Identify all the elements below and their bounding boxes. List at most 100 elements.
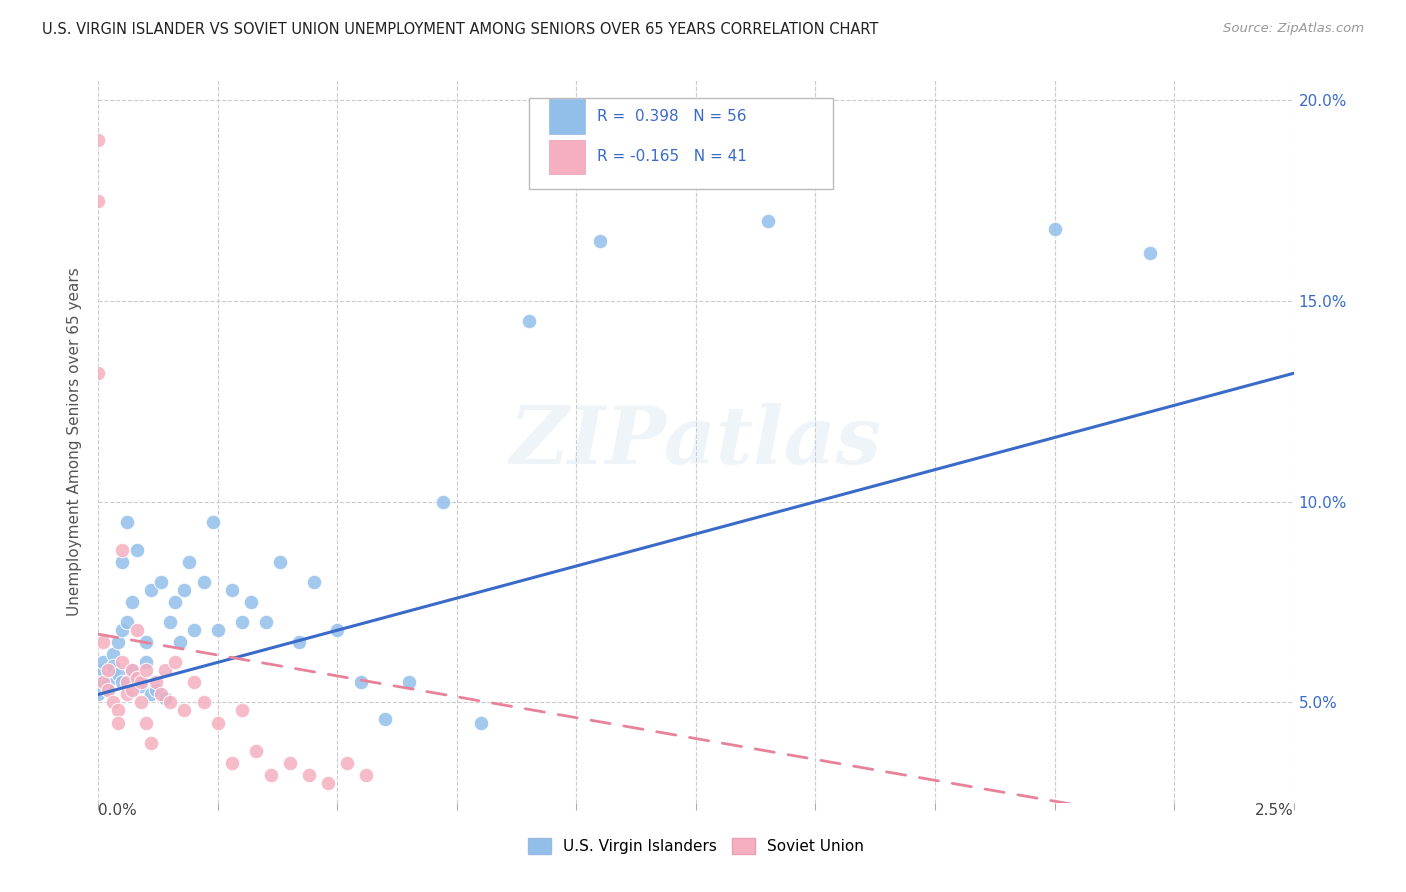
Point [240, 595, 263, 609]
Point [101, 659, 124, 673]
Point [159, 696, 181, 710]
Point [111, 675, 134, 690]
Point [163, 655, 186, 669]
Point [155, 691, 177, 706]
Point [316, 776, 339, 790]
Point [87, 675, 110, 690]
Point [125, 623, 148, 637]
Point [145, 675, 167, 690]
Point [231, 704, 253, 718]
Point [278, 756, 301, 770]
Point [121, 683, 143, 698]
Point [1043, 222, 1066, 236]
Point [149, 687, 172, 701]
Point [207, 715, 229, 730]
Point [135, 655, 157, 669]
Point [135, 664, 157, 678]
Point [374, 712, 396, 726]
Point [101, 696, 124, 710]
Point [135, 715, 157, 730]
Point [139, 687, 162, 701]
Point [221, 583, 243, 598]
Point [350, 675, 373, 690]
Point [107, 704, 129, 718]
Point [169, 635, 191, 649]
FancyBboxPatch shape [548, 99, 585, 134]
Point [107, 715, 129, 730]
Point [354, 767, 377, 781]
Point [159, 615, 181, 630]
Point [97, 675, 120, 690]
Point [87, 367, 110, 381]
Point [245, 744, 267, 758]
Point [326, 623, 349, 637]
Point [121, 595, 143, 609]
Point [115, 675, 138, 690]
Point [111, 542, 134, 557]
Point [125, 542, 148, 557]
Point [269, 555, 291, 569]
Point [155, 664, 177, 678]
Text: Source: ZipAtlas.com: Source: ZipAtlas.com [1223, 22, 1364, 36]
Point [87, 687, 110, 701]
Point [91, 664, 114, 678]
Point [517, 314, 540, 328]
Point [193, 575, 215, 590]
Point [183, 623, 205, 637]
Point [111, 623, 134, 637]
Point [125, 672, 148, 686]
Point [101, 648, 124, 662]
Point [183, 675, 205, 690]
FancyBboxPatch shape [548, 139, 585, 174]
Point [91, 655, 114, 669]
Point [432, 494, 454, 508]
Point [131, 680, 153, 694]
Point [87, 194, 110, 208]
Point [111, 655, 134, 669]
Point [139, 583, 162, 598]
Point [163, 595, 186, 609]
Point [756, 214, 779, 228]
Point [91, 675, 114, 690]
Legend: U.S. Virgin Islanders, Soviet Union: U.S. Virgin Islanders, Soviet Union [522, 832, 870, 860]
Point [87, 134, 110, 148]
Point [221, 756, 243, 770]
Point [115, 687, 138, 701]
Point [173, 583, 195, 598]
Point [173, 704, 195, 718]
Point [121, 683, 143, 698]
Text: 0.0%: 0.0% [98, 803, 138, 818]
Point [231, 615, 253, 630]
Point [101, 664, 124, 678]
Point [470, 715, 492, 730]
Point [131, 675, 153, 690]
Point [288, 635, 311, 649]
Point [254, 615, 277, 630]
Point [115, 615, 138, 630]
Point [115, 515, 138, 529]
Point [121, 664, 143, 678]
Point [139, 735, 162, 749]
Point [91, 635, 114, 649]
Point [336, 756, 359, 770]
Point [145, 683, 167, 698]
Point [131, 696, 153, 710]
Point [97, 664, 120, 678]
Point [135, 635, 157, 649]
Point [111, 555, 134, 569]
Point [97, 683, 120, 698]
Text: ZIPatlas: ZIPatlas [510, 403, 882, 480]
Text: R = -0.165   N = 41: R = -0.165 N = 41 [596, 149, 747, 164]
Point [398, 675, 420, 690]
Y-axis label: Unemployment Among Seniors over 65 years: Unemployment Among Seniors over 65 years [67, 268, 83, 615]
Point [121, 664, 143, 678]
Text: R =  0.398   N = 56: R = 0.398 N = 56 [596, 109, 747, 124]
Point [107, 635, 129, 649]
Text: 2.5%: 2.5% [1254, 803, 1294, 818]
Point [125, 672, 148, 686]
Point [107, 667, 129, 681]
Text: U.S. VIRGIN ISLANDER VS SOVIET UNION UNEMPLOYMENT AMONG SENIORS OVER 65 YEARS CO: U.S. VIRGIN ISLANDER VS SOVIET UNION UNE… [42, 22, 879, 37]
Point [1139, 246, 1161, 260]
Point [193, 696, 215, 710]
Point [202, 515, 225, 529]
